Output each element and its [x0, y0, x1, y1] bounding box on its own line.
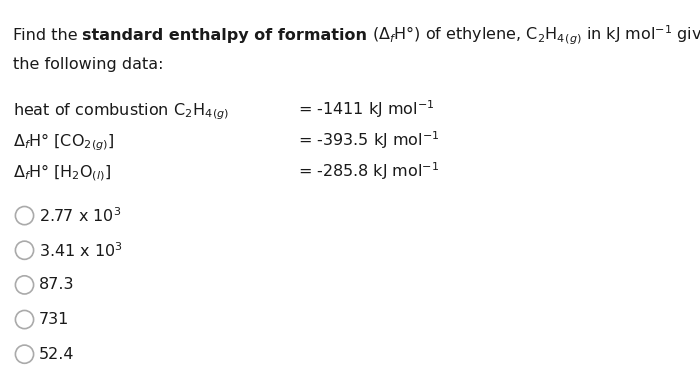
- Text: 731: 731: [39, 312, 69, 327]
- Text: = -1411 kJ mol$^{-1}$: = -1411 kJ mol$^{-1}$: [298, 99, 434, 121]
- Text: $\Delta_f$H° [CO$_2$$_{(g)}$]: $\Delta_f$H° [CO$_2$$_{(g)}$]: [13, 131, 114, 153]
- Text: = -393.5 kJ mol$^{-1}$: = -393.5 kJ mol$^{-1}$: [298, 130, 439, 151]
- Text: Find the: Find the: [13, 28, 83, 44]
- Text: ($\Delta_f$H°) of ethylene, C$_2$H$_4$$_{(g)}$ in kJ mol$^{-1}$ given: ($\Delta_f$H°) of ethylene, C$_2$H$_4$$_…: [368, 24, 700, 47]
- Text: 3.41 x 10$^3$: 3.41 x 10$^3$: [39, 241, 123, 259]
- Text: 52.4: 52.4: [39, 347, 75, 362]
- Text: the following data:: the following data:: [13, 57, 163, 72]
- Text: 87.3: 87.3: [39, 278, 75, 292]
- Text: = -285.8 kJ mol$^{-1}$: = -285.8 kJ mol$^{-1}$: [298, 161, 439, 182]
- Text: heat of combustion C$_2$H$_4$$_{(g)}$: heat of combustion C$_2$H$_4$$_{(g)}$: [13, 102, 228, 122]
- Text: 2.77 x 10$^3$: 2.77 x 10$^3$: [39, 206, 122, 225]
- Text: $\Delta_f$H° [H$_2$O$_{(l)}$]: $\Delta_f$H° [H$_2$O$_{(l)}$]: [13, 163, 111, 183]
- Text: standard enthalpy of formation: standard enthalpy of formation: [83, 28, 368, 44]
